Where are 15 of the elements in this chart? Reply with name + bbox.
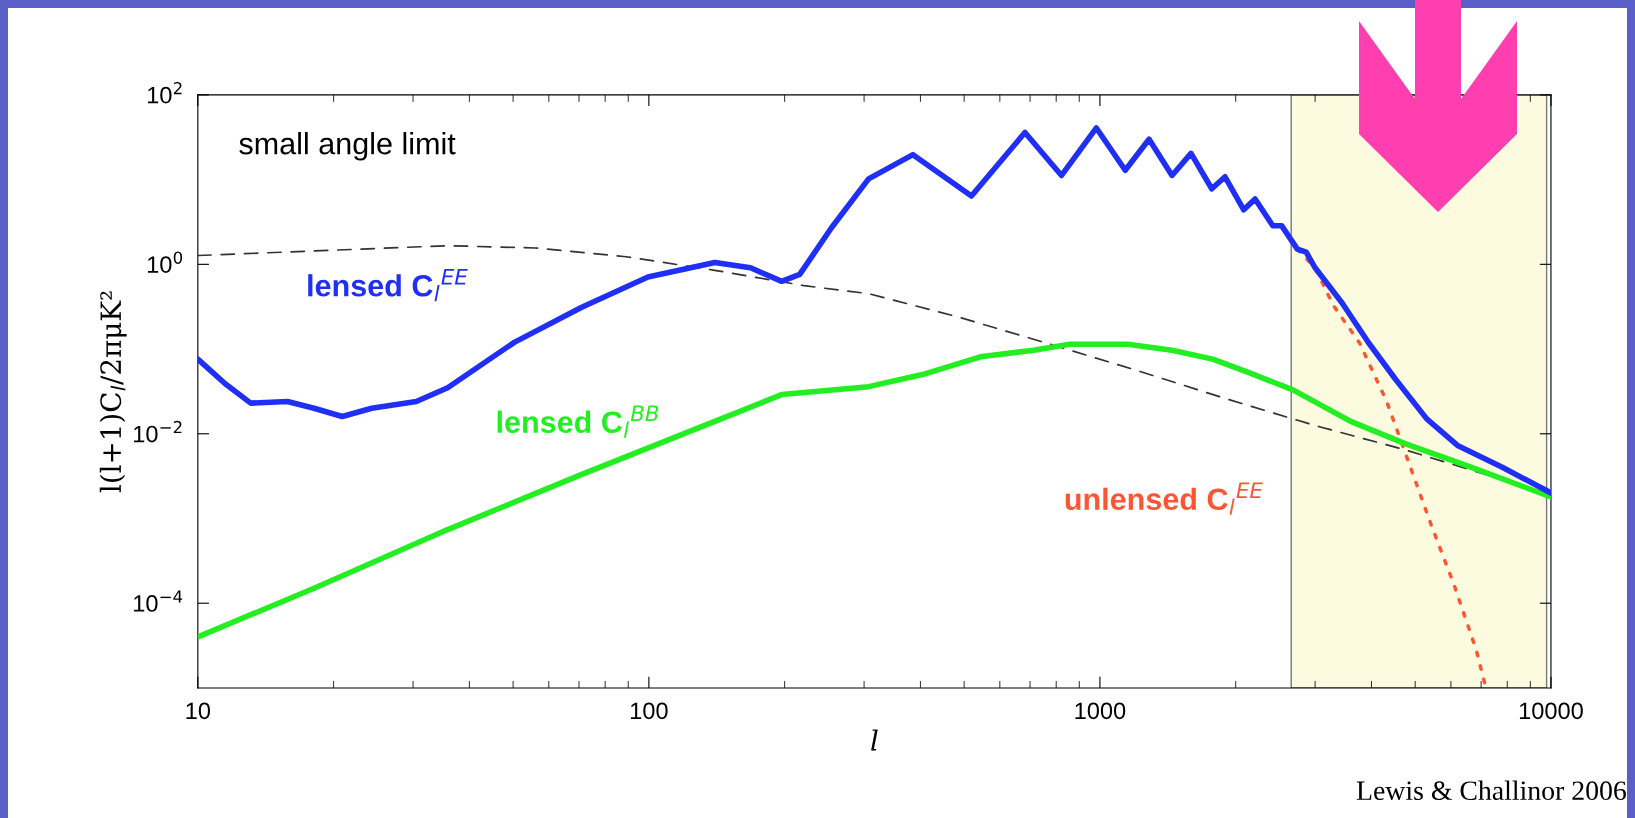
x-tick-label: 1000 (1075, 702, 1126, 720)
y-axis-title: l(l+1)C$_{l}$/2πμK² (99, 291, 127, 493)
y-tick-label: 10$^{0}$ (147, 251, 183, 273)
annotation: small angle limit (239, 132, 456, 161)
series-label: lensed C$_{l}$$^{BB}$ (497, 405, 659, 438)
x-tick-label: 100 (630, 702, 668, 720)
x-tick-label: 10000 (1519, 702, 1583, 720)
x-axis-title: l (871, 729, 878, 751)
x-tick-label: 10 (186, 702, 211, 720)
series-label: lensed C$_{l}$$^{EE}$ (308, 269, 468, 302)
text: Lewis & Challinor 2006 (1356, 780, 1626, 801)
text: unlensed C$_{l}$$^{EE}$ (1065, 482, 1263, 515)
y-tick-label: 10$^{−2}$ (134, 420, 182, 443)
y-tick-label: 10$^{−4}$ (134, 590, 183, 612)
y-tick-label: 10$^{2}$ (147, 81, 182, 104)
